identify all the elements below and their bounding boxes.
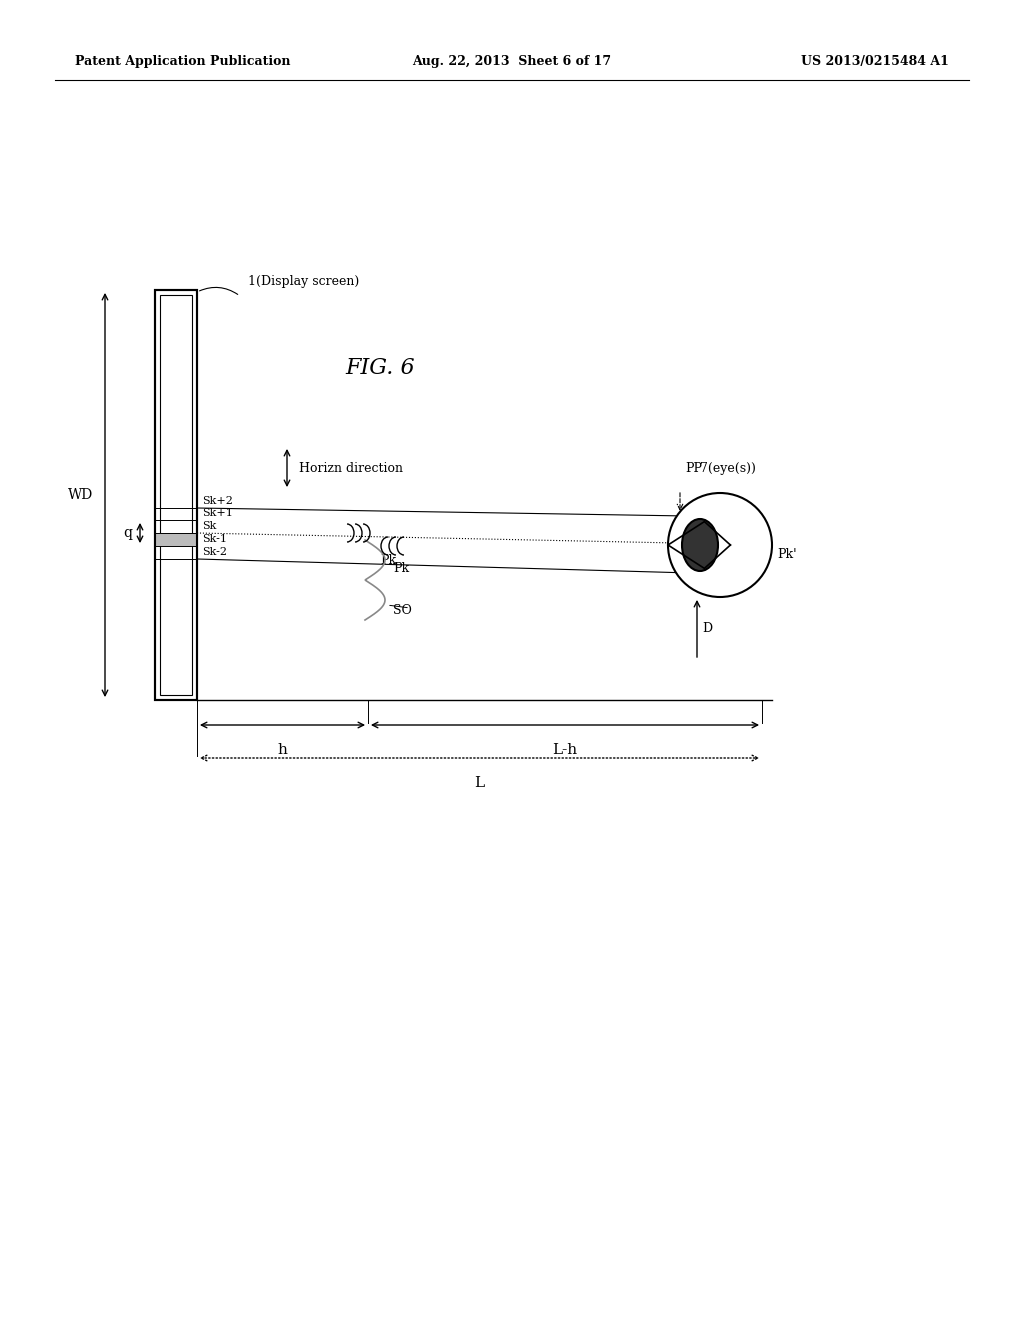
Text: Horizn direction: Horizn direction	[299, 462, 403, 474]
Text: Pk: Pk	[380, 554, 396, 568]
Text: 1(Display screen): 1(Display screen)	[248, 275, 359, 288]
Text: Pk': Pk'	[777, 549, 797, 561]
Text: Sk+1: Sk+1	[202, 508, 232, 517]
Text: Sk: Sk	[202, 521, 216, 531]
Text: Sk+2: Sk+2	[202, 496, 232, 506]
Text: D: D	[702, 622, 712, 635]
Text: US 2013/0215484 A1: US 2013/0215484 A1	[801, 55, 949, 69]
Text: Sk-1: Sk-1	[202, 535, 227, 544]
FancyArrowPatch shape	[200, 288, 238, 294]
Text: PP: PP	[685, 462, 702, 475]
Text: h: h	[278, 743, 288, 756]
Ellipse shape	[682, 519, 718, 572]
Text: L: L	[474, 776, 484, 789]
Text: WD: WD	[68, 488, 93, 502]
Text: FIG. 6: FIG. 6	[345, 356, 415, 379]
Text: Patent Application Publication: Patent Application Publication	[75, 55, 291, 69]
Text: L-h: L-h	[552, 743, 578, 756]
Text: SO: SO	[393, 603, 412, 616]
Bar	[160, 294, 193, 696]
Text: q: q	[123, 525, 132, 540]
Bar	[155, 533, 197, 546]
Bar	[155, 290, 197, 700]
Text: 7(eye(s)): 7(eye(s))	[700, 462, 756, 475]
Text: Aug. 22, 2013  Sheet 6 of 17: Aug. 22, 2013 Sheet 6 of 17	[413, 55, 611, 69]
Text: Pk: Pk	[393, 561, 410, 574]
Text: Sk-2: Sk-2	[202, 546, 227, 557]
Bar	[155, 290, 197, 700]
Circle shape	[668, 492, 772, 597]
